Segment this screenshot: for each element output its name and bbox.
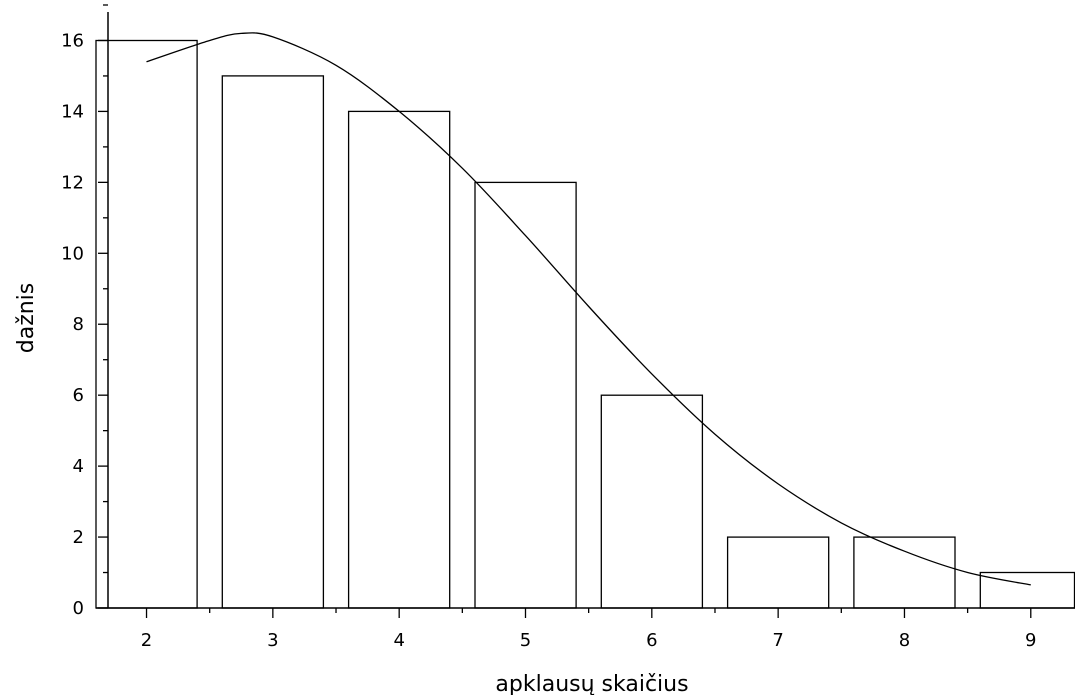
- x-tick-label-2: 2: [141, 630, 152, 651]
- y-tick-label-10: 10: [61, 243, 84, 264]
- x-tick-label-6: 6: [646, 630, 657, 651]
- x-tick-label-7: 7: [772, 630, 783, 651]
- bar-2: [95, 39, 198, 609]
- bar-7: [726, 536, 830, 609]
- y-tick-label-12: 12: [61, 172, 84, 193]
- x-tick-label-3: 3: [267, 630, 278, 651]
- tick-labels-group: 0 2 4 6 8 10 12 14 16 2 3 4 5 6 7 8 9: [61, 30, 1036, 651]
- axes-group: [96, 4, 1075, 618]
- bar-6: [600, 394, 704, 609]
- bar-5: [474, 181, 577, 609]
- y-axis-title: dažnis: [14, 283, 39, 354]
- x-axis-title: apklausų skaičius: [495, 672, 688, 695]
- fit-curve: [146, 32, 1031, 586]
- bar-8: [853, 536, 956, 609]
- y-tick-label-6: 6: [73, 385, 84, 406]
- bar-3: [221, 75, 325, 609]
- y-tick-label-16: 16: [61, 30, 84, 51]
- y-tick-label-8: 8: [73, 314, 84, 335]
- y-tick-label-4: 4: [73, 456, 84, 477]
- x-tick-label-9: 9: [1025, 630, 1036, 651]
- x-tick-label-5: 5: [520, 630, 531, 651]
- bars-group: [95, 39, 1075, 609]
- y-tick-label-14: 14: [61, 101, 84, 122]
- y-tick-label-2: 2: [73, 527, 84, 548]
- bar-4: [347, 110, 451, 609]
- x-tick-label-8: 8: [899, 630, 910, 651]
- y-tick-label-0: 0: [73, 598, 84, 619]
- x-tick-label-4: 4: [393, 630, 404, 651]
